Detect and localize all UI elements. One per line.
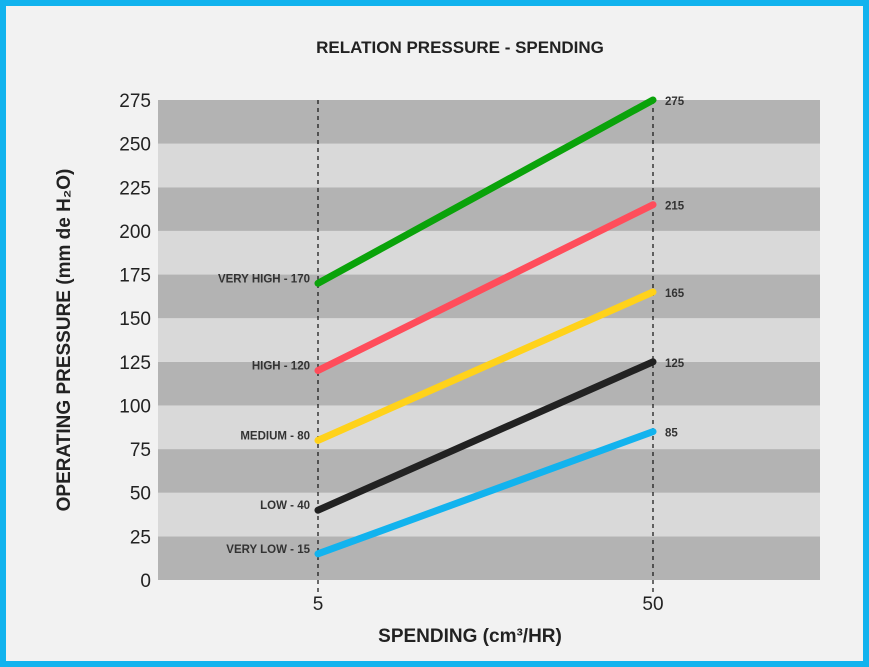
- start-data-label: MEDIUM - 80: [240, 430, 310, 442]
- end-data-label: 85: [665, 428, 678, 440]
- series-line: [314, 288, 657, 444]
- data-labels: VERY HIGH - 170 275 HIGH - 120 215 MEDIUM - …: [218, 96, 685, 556]
- series-line: [314, 96, 657, 287]
- y-tick-labels: 0 25 50 75 100 125 150 175 200 225 250 275: [119, 91, 151, 592]
- y-tick-label: 150: [119, 309, 151, 330]
- y-tick-label: 25: [130, 527, 151, 548]
- grid-band: [158, 361, 820, 406]
- series-line: [314, 201, 657, 375]
- start-data-label: VERY HIGH - 170: [218, 273, 310, 285]
- grid-band: [158, 100, 820, 144]
- y-axis-title: OPERATING PRESSURE (mm de H₂O): [54, 169, 75, 512]
- series-lines: [314, 96, 657, 558]
- end-data-label: 275: [665, 96, 685, 108]
- x-tick-label: 50: [642, 594, 663, 615]
- x-axis-title: SPENDING (cm³/HR): [378, 626, 562, 647]
- grid-band: [158, 274, 820, 319]
- start-data-label: VERY LOW - 15: [226, 544, 310, 556]
- grid-band: [158, 449, 820, 493]
- x-tick-label: 5: [313, 594, 324, 615]
- y-tick-label: 225: [119, 178, 151, 199]
- series-line: [314, 428, 657, 558]
- y-tick-label: 275: [119, 91, 151, 112]
- grid-band: [158, 492, 820, 537]
- start-data-label: HIGH - 120: [252, 361, 310, 373]
- end-data-label: 215: [665, 201, 685, 213]
- chart-title: RELATION PRESSURE - SPENDING: [316, 38, 604, 57]
- grid-band: [158, 187, 820, 231]
- y-tick-label: 75: [130, 440, 151, 461]
- series-line: [314, 358, 657, 514]
- y-tick-label: 200: [119, 222, 151, 243]
- end-data-label: 125: [665, 358, 685, 370]
- grid-band: [158, 318, 820, 362]
- y-tick-label: 0: [140, 571, 151, 592]
- y-tick-label: 250: [119, 135, 151, 156]
- y-tick-label: 175: [119, 266, 151, 287]
- grid-band: [158, 536, 820, 580]
- grid-band: [158, 143, 820, 188]
- grid-bands: [158, 100, 820, 580]
- start-data-label: LOW - 40: [260, 500, 310, 512]
- y-tick-label: 125: [119, 353, 151, 374]
- grid-band: [158, 405, 820, 450]
- end-data-label: 165: [665, 288, 685, 300]
- y-tick-label: 100: [119, 396, 151, 417]
- y-tick-label: 50: [130, 484, 151, 505]
- x-tick-labels: 5 50: [313, 594, 664, 615]
- grid-band: [158, 230, 820, 275]
